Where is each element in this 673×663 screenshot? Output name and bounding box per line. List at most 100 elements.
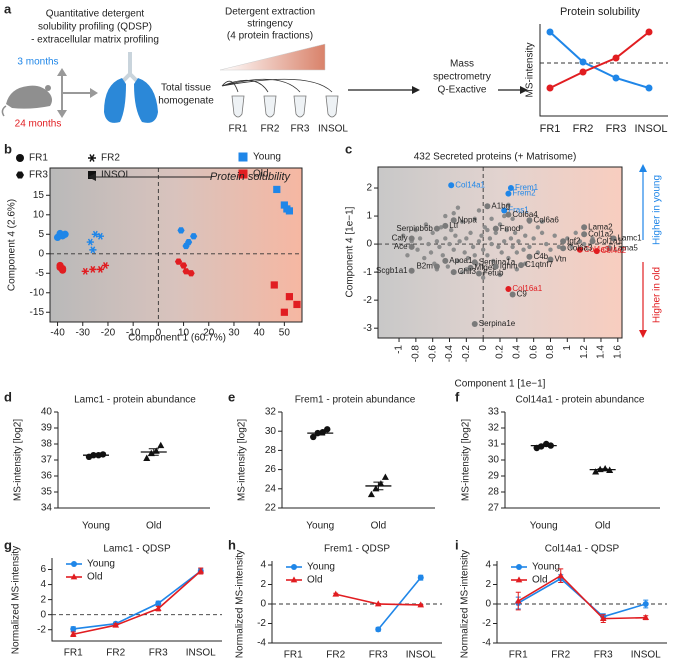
- x-tick-label: Old: [371, 521, 387, 532]
- point: [157, 441, 165, 449]
- point: [496, 244, 501, 250]
- point: [451, 211, 456, 216]
- point: [506, 202, 511, 208]
- point: [177, 227, 185, 234]
- point-label: Col6a6: [533, 215, 559, 224]
- point: [293, 300, 301, 309]
- y-tick-label: -10: [30, 287, 45, 298]
- point: [182, 268, 190, 275]
- point-label: Scgb1a1: [376, 266, 408, 275]
- point: [61, 230, 69, 238]
- x-tick-label: FR3: [369, 650, 388, 661]
- x-tick-label: 1.2: [579, 345, 590, 359]
- tube: [231, 95, 245, 118]
- inset-category: FR1: [540, 123, 561, 135]
- homogenate-label: homogenate: [158, 96, 214, 107]
- legend-label: FR3: [29, 170, 48, 181]
- point-label: Lama2: [588, 222, 613, 231]
- fraction-label: FR2: [261, 124, 280, 135]
- point: [512, 230, 518, 236]
- point: [516, 239, 521, 244]
- point: [577, 239, 583, 244]
- arrow-head: [57, 68, 67, 76]
- x-tick-label: -10: [126, 328, 141, 339]
- inset-marker: [579, 58, 587, 66]
- point: [491, 258, 496, 264]
- labeled-point: [593, 248, 600, 255]
- x-tick-label: 10: [178, 328, 190, 339]
- point: [405, 253, 410, 258]
- labeled-point: [475, 270, 482, 277]
- point: [96, 265, 104, 273]
- point-label: Ace: [394, 242, 408, 251]
- tube: [263, 95, 277, 118]
- y-tick-label: 15: [33, 190, 45, 201]
- point-label: Fras1: [508, 206, 529, 215]
- point: [285, 207, 293, 215]
- x-tick-label: FR1: [64, 648, 83, 659]
- chart-title: Lamc1 - protein abundance: [74, 395, 196, 406]
- panel-letter: h: [228, 537, 236, 552]
- error-bar: [315, 430, 326, 436]
- legend-marker: [70, 573, 78, 580]
- inset-axes: [539, 24, 668, 117]
- inset-marker: [612, 74, 620, 82]
- y-tick-label: 30: [488, 455, 500, 466]
- y-tick-label: 4: [485, 560, 491, 571]
- point: [53, 233, 62, 241]
- point: [464, 267, 469, 272]
- axes: [496, 561, 667, 644]
- legend-label: Old: [253, 169, 269, 180]
- point-label: Serpina1e: [479, 319, 516, 328]
- point: [367, 490, 375, 498]
- y-tick-label: -5: [35, 268, 44, 279]
- point: [508, 236, 514, 241]
- y-tick-label: 0: [260, 599, 266, 610]
- point: [510, 216, 515, 222]
- point: [457, 239, 462, 244]
- point: [472, 216, 477, 222]
- point: [70, 625, 77, 632]
- point: [514, 597, 522, 604]
- series-line: [73, 570, 202, 630]
- labeled-point: [433, 263, 440, 270]
- point-label: Col6a3: [567, 243, 593, 252]
- legend-label: Young: [87, 559, 115, 570]
- x-tick-label: 1.6: [612, 345, 623, 359]
- x-tick-label: FR2: [106, 648, 125, 659]
- mouse-icon: [6, 85, 52, 109]
- point-label: Col4a2: [601, 246, 627, 255]
- y-tick-label: 2: [260, 579, 266, 590]
- point: [468, 230, 473, 236]
- fraction-label: FR3: [291, 124, 310, 135]
- labeled-point: [442, 257, 449, 264]
- panel-letter: i: [455, 537, 459, 552]
- labeled-point: [560, 238, 567, 245]
- legend-swatch: [238, 152, 248, 162]
- point: [422, 255, 427, 261]
- x-tick-label: FR3: [594, 650, 613, 661]
- point: [548, 247, 553, 252]
- point: [190, 233, 198, 240]
- y-tick-label: 35: [41, 487, 53, 498]
- x-tick-label: -0.4: [444, 345, 455, 363]
- x-tick-label: Young: [82, 521, 110, 532]
- y-tick-label: -15: [30, 307, 45, 318]
- y-tick-label: 24: [265, 483, 277, 494]
- labeled-point: [505, 190, 512, 197]
- y-tick-label: 2: [366, 183, 372, 194]
- labeled-point: [408, 243, 415, 250]
- y-tick-label: 31: [488, 439, 500, 450]
- point: [459, 269, 465, 275]
- y-axis-label: Component 4 (2.6%): [7, 199, 18, 291]
- y-tick-label: 39: [41, 423, 53, 434]
- point: [417, 236, 423, 241]
- labeled-point: [576, 246, 583, 253]
- x-tick-label: INSOL: [186, 648, 216, 659]
- legend-label: Young: [253, 152, 281, 163]
- x-tick-label: 0.6: [528, 345, 539, 359]
- arrow-head: [520, 86, 528, 94]
- point: [581, 241, 587, 247]
- x-tick-label: 30: [228, 328, 240, 339]
- x-tick-label: FR2: [326, 650, 345, 661]
